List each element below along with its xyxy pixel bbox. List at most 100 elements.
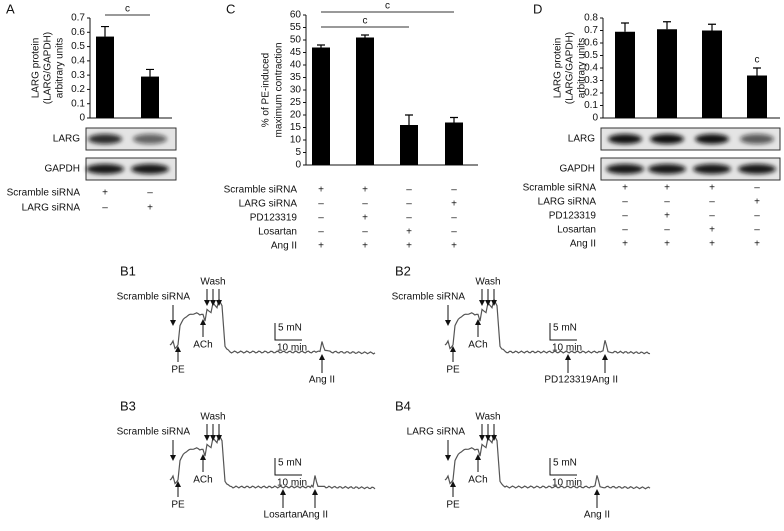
y-tick-label: 0.3	[71, 70, 85, 81]
y-tick-label: 10	[290, 135, 302, 146]
treatment-mark: –	[147, 188, 153, 199]
bar	[657, 29, 677, 118]
treatment-mark: –	[318, 199, 324, 210]
ach-label: ACh	[468, 340, 487, 351]
treatment-mark: –	[754, 211, 760, 222]
y-tick-label: 0.7	[71, 13, 85, 24]
treatment-mark: +	[147, 203, 153, 214]
treatment-mark: –	[318, 227, 324, 238]
error-bar	[146, 68, 154, 77]
y-tick-label: 25	[290, 97, 302, 108]
blot-label: GAPDH	[44, 164, 80, 175]
panel-label: A	[6, 1, 15, 16]
y-axis-title: (LARG/GAPDH)	[43, 32, 54, 104]
treatment-name: Losartan	[258, 227, 297, 238]
ang-ii-label: Ang II	[309, 375, 335, 386]
blot-label: GAPDH	[559, 164, 595, 175]
treatment-mark: +	[754, 197, 760, 208]
treatment-mark: –	[362, 227, 368, 238]
y-tick-label: 45	[290, 47, 302, 58]
treatment-mark: +	[622, 183, 628, 194]
treatment-mark: –	[754, 225, 760, 236]
treatment-mark: –	[622, 197, 628, 208]
y-axis-title: % of PE-induced	[261, 53, 272, 128]
y-axis-title: LARG protein	[31, 38, 42, 99]
y-tick-label: 0.8	[584, 13, 598, 24]
blot-band	[648, 164, 686, 174]
treatment-label: Scramble siRNA	[117, 292, 191, 303]
force-trace	[444, 432, 651, 490]
significance: c	[385, 1, 390, 12]
y-tick-label: 0.2	[71, 84, 85, 95]
scale-force: 5 mN	[278, 323, 302, 334]
treatment-name: PD123319	[549, 211, 597, 222]
scale-bar	[274, 323, 302, 341]
y-tick-label: 0.4	[584, 63, 598, 74]
bar	[615, 31, 635, 118]
force-trace	[169, 297, 376, 355]
panel-label: B2	[395, 263, 411, 278]
treatment-name: Ang II	[570, 239, 596, 250]
treatment-mark: +	[406, 241, 412, 252]
ach-label: ACh	[193, 475, 212, 486]
y-axis-title: LARG protein	[553, 38, 564, 99]
y-tick-label: 0.1	[71, 98, 85, 109]
treatment-label: Scramble siRNA	[117, 427, 191, 438]
y-tick-label: 0.2	[584, 88, 598, 99]
error-bar	[101, 25, 109, 37]
treatment-label: Scramble siRNA	[392, 292, 466, 303]
ach-label: ACh	[468, 475, 487, 486]
blot-label: LARG	[53, 134, 80, 145]
treatment-mark: –	[406, 199, 412, 210]
treatment-name: Ang II	[271, 241, 297, 252]
y-tick-label: 50	[290, 35, 302, 46]
y-tick-label: 0.3	[584, 75, 598, 86]
panel-label: B1	[120, 263, 136, 278]
y-axis-title: arbitrary units	[577, 38, 588, 99]
blot-band	[650, 134, 684, 144]
significance: c	[755, 55, 760, 66]
treatment-mark: –	[451, 185, 457, 196]
error-bar	[621, 22, 629, 32]
force-trace	[444, 297, 651, 355]
treatment-mark: –	[406, 185, 412, 196]
blot-band	[133, 134, 167, 144]
scale-bar	[549, 323, 577, 341]
y-tick-label: 15	[290, 122, 302, 133]
y-tick-label: 0.4	[71, 55, 85, 66]
scale-bar	[549, 458, 577, 476]
error-bar	[361, 34, 369, 38]
treatment-name: Scramble siRNA	[224, 185, 298, 196]
panel-label: D	[533, 1, 542, 16]
treatment-mark: +	[451, 241, 457, 252]
y-axis-title: (LARG/GAPDH)	[565, 32, 576, 104]
y-tick-label: 55	[290, 22, 302, 33]
y-tick-label: 0.5	[584, 50, 598, 61]
treatment-mark: +	[362, 241, 368, 252]
treatment-name: LARG siRNA	[239, 199, 298, 210]
treatment-label: LARG siRNA	[407, 427, 466, 438]
treatment-mark: –	[709, 197, 715, 208]
treatment-mark: +	[451, 199, 457, 210]
bar	[356, 37, 374, 165]
y-tick-label: 20	[290, 110, 302, 121]
y-tick-label: 0	[295, 160, 301, 171]
blot-panel	[600, 127, 781, 151]
scale-force: 5 mN	[553, 458, 577, 469]
y-tick-label: 0.7	[584, 25, 598, 36]
scale-force: 5 mN	[553, 323, 577, 334]
ang-ii-label: Ang II	[302, 510, 328, 521]
treatment-mark: +	[754, 239, 760, 250]
force-trace	[169, 432, 376, 490]
ang-ii-label: Ang II	[584, 510, 610, 521]
treatment-mark: +	[622, 239, 628, 250]
blot-band	[88, 134, 122, 144]
scale-bar	[274, 458, 302, 476]
y-tick-label: 30	[290, 85, 302, 96]
treatment-mark: –	[622, 225, 628, 236]
y-tick-label: 5	[295, 147, 301, 158]
panel-label: C	[226, 1, 235, 16]
treatment-mark: +	[664, 239, 670, 250]
y-tick-label: 35	[290, 72, 302, 83]
treatment-mark: –	[664, 197, 670, 208]
